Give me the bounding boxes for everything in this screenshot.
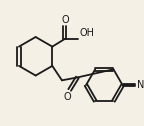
Text: OH: OH	[79, 28, 94, 38]
Text: O: O	[64, 92, 72, 102]
Text: O: O	[61, 15, 69, 25]
Text: N: N	[137, 80, 144, 90]
